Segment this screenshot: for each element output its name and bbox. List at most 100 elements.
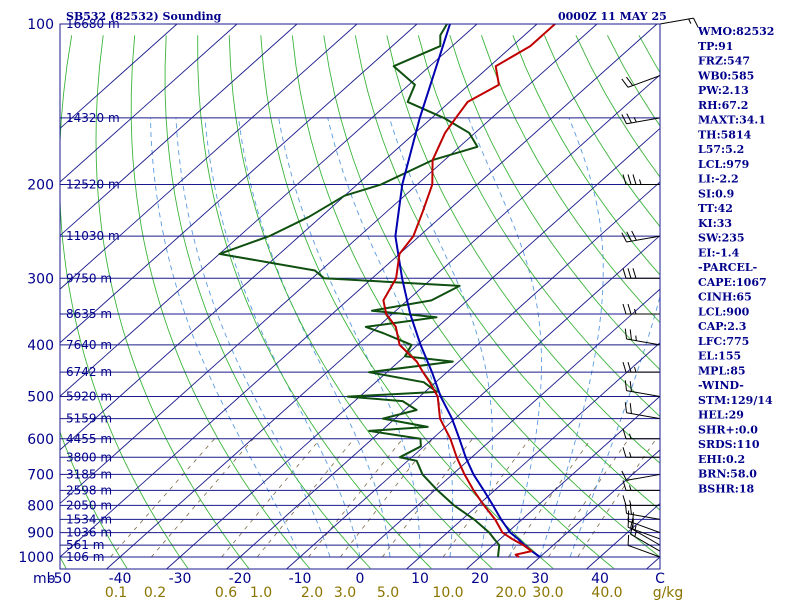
isotherm-line (226, 556, 241, 569)
wind-barb (621, 470, 661, 481)
height-label: 1036 m (66, 526, 112, 540)
index-value: EI:-1.4 (698, 246, 740, 259)
pressure-tick-labels: 100 200 300 400 500 600 700 800 900 1000 (18, 17, 54, 566)
height-label: 561 m (66, 538, 104, 552)
wind-barb (624, 402, 661, 420)
wind-barb-flag (627, 174, 632, 185)
height-label: 12520 m (66, 177, 120, 191)
wind-barb-flag (693, 17, 699, 28)
pressure-tick-label: 400 (27, 338, 54, 354)
isotherm-line (60, 24, 538, 451)
wind-barb (622, 447, 660, 458)
plot-frame (59, 23, 661, 570)
wind-barb-flag (624, 380, 628, 391)
dry-adiabat-line (164, 35, 371, 569)
mixing-ratio-label: g/kg (653, 585, 684, 600)
wind-barb-staff (626, 235, 661, 243)
index-value: WB0:585 (697, 69, 754, 82)
parcel-profile-line (394, 24, 541, 558)
isotherm-line (60, 24, 178, 130)
mixing-ratio-line (221, 438, 321, 558)
pressure-tick-label: 900 (27, 526, 54, 542)
wind-barb-half-flag (634, 531, 637, 537)
wind-barb (627, 534, 661, 558)
wind-barb (622, 174, 660, 185)
wind-barb-flag (622, 495, 627, 506)
pressure-tick-label: 100 (27, 17, 54, 33)
index-value: BRN:58.0 (698, 468, 757, 481)
wind-barb-flag (629, 381, 632, 392)
height-label: 2598 m (66, 483, 112, 497)
index-value: TH:5814 (698, 128, 752, 141)
wind-barb-flag (629, 403, 632, 414)
wind-barb-staff (627, 520, 661, 534)
index-value: CAPE:1067 (698, 276, 767, 289)
wind-barb-flag (626, 113, 632, 124)
index-value: RH:67.2 (698, 99, 748, 112)
valid-time: 0000Z 11 MAY 25 (558, 10, 667, 23)
mixing-ratio-line (577, 438, 657, 558)
mixing-ratio-label: 30.0 (532, 585, 563, 600)
wind-barb-staff (626, 512, 661, 520)
isotherm-line (166, 556, 181, 569)
index-value: HEL:29 (698, 409, 744, 422)
wind-barb-flag (624, 402, 628, 413)
wind-barb-flag (626, 76, 634, 86)
index-value: STM:129/14 (698, 394, 773, 407)
isotherm-line (286, 556, 301, 569)
wind-barb (624, 328, 661, 346)
height-label: 4455 m (66, 432, 112, 446)
mixing-ratio-label: 2.0 (301, 585, 323, 600)
pressure-tick-label: 200 (27, 177, 54, 193)
height-label: 8635 m (66, 307, 112, 321)
height-label: 11030 m (66, 229, 120, 243)
index-value: TP:91 (698, 40, 733, 53)
wind-barb (622, 480, 660, 491)
isotherm-line (479, 395, 660, 558)
wind-barb-flag (627, 362, 632, 373)
moist-adiabat-line (204, 117, 361, 558)
pressure-tick-label: 800 (27, 498, 54, 514)
mixing-ratio-label: 0.1 (105, 585, 127, 600)
mixing-ratio-labels: 0.1 0.2 0.6 1.0 2.0 3.0 5.0 10.0 20.0 30.0 40.0 g/k… (105, 585, 683, 600)
wind-barb-flag (632, 174, 637, 185)
mixing-ratio-line (548, 438, 630, 558)
wind-barb (621, 75, 661, 88)
wind-barb-staff (626, 338, 661, 346)
dry-adiabat-line (95, 35, 250, 569)
height-label: 3185 m (66, 467, 112, 481)
wind-barb-flag (622, 480, 627, 491)
mixing-ratio-label: 5.0 (377, 585, 399, 600)
isotherm-line (646, 556, 660, 569)
wind-barb-staff (630, 527, 661, 546)
wind-barb-flag (627, 268, 632, 279)
index-value: SRDS:110 (698, 438, 760, 451)
wind-barb-staff (630, 533, 661, 552)
dry-adiabat-line (323, 35, 660, 558)
dry-adiabat-line (417, 35, 660, 418)
pressure-tick-label: 1000 (18, 550, 54, 566)
index-value: TT:42 (698, 202, 733, 215)
isotherm-line (60, 24, 238, 183)
wind-barb-staff (627, 526, 661, 540)
height-label: 1534 m (66, 512, 112, 526)
wind-barb-staff (627, 544, 661, 558)
dewpoint-profile-line (218, 24, 501, 558)
index-value: CAP:2.3 (698, 320, 746, 333)
wind-barb-flag (627, 303, 632, 315)
wind-barb-half-flag (629, 433, 632, 439)
height-label: 9750 m (66, 271, 112, 285)
isotherm-line (60, 24, 598, 505)
dry-adiabat-line (480, 35, 660, 324)
index-value: CINH:65 (698, 291, 752, 304)
dry-adiabat-line (60, 556, 67, 569)
index-value: SW:235 (698, 232, 745, 245)
isotherm-line (586, 556, 601, 569)
temperature-tick-label: C (655, 571, 665, 587)
wind-barb-flag (624, 328, 628, 340)
isotherm-line (60, 24, 358, 290)
height-labels: 16680 m 14320 m 12520 m 11030 m 9750 m 8635 m… (66, 17, 120, 564)
moist-adiabat-line (388, 117, 493, 558)
